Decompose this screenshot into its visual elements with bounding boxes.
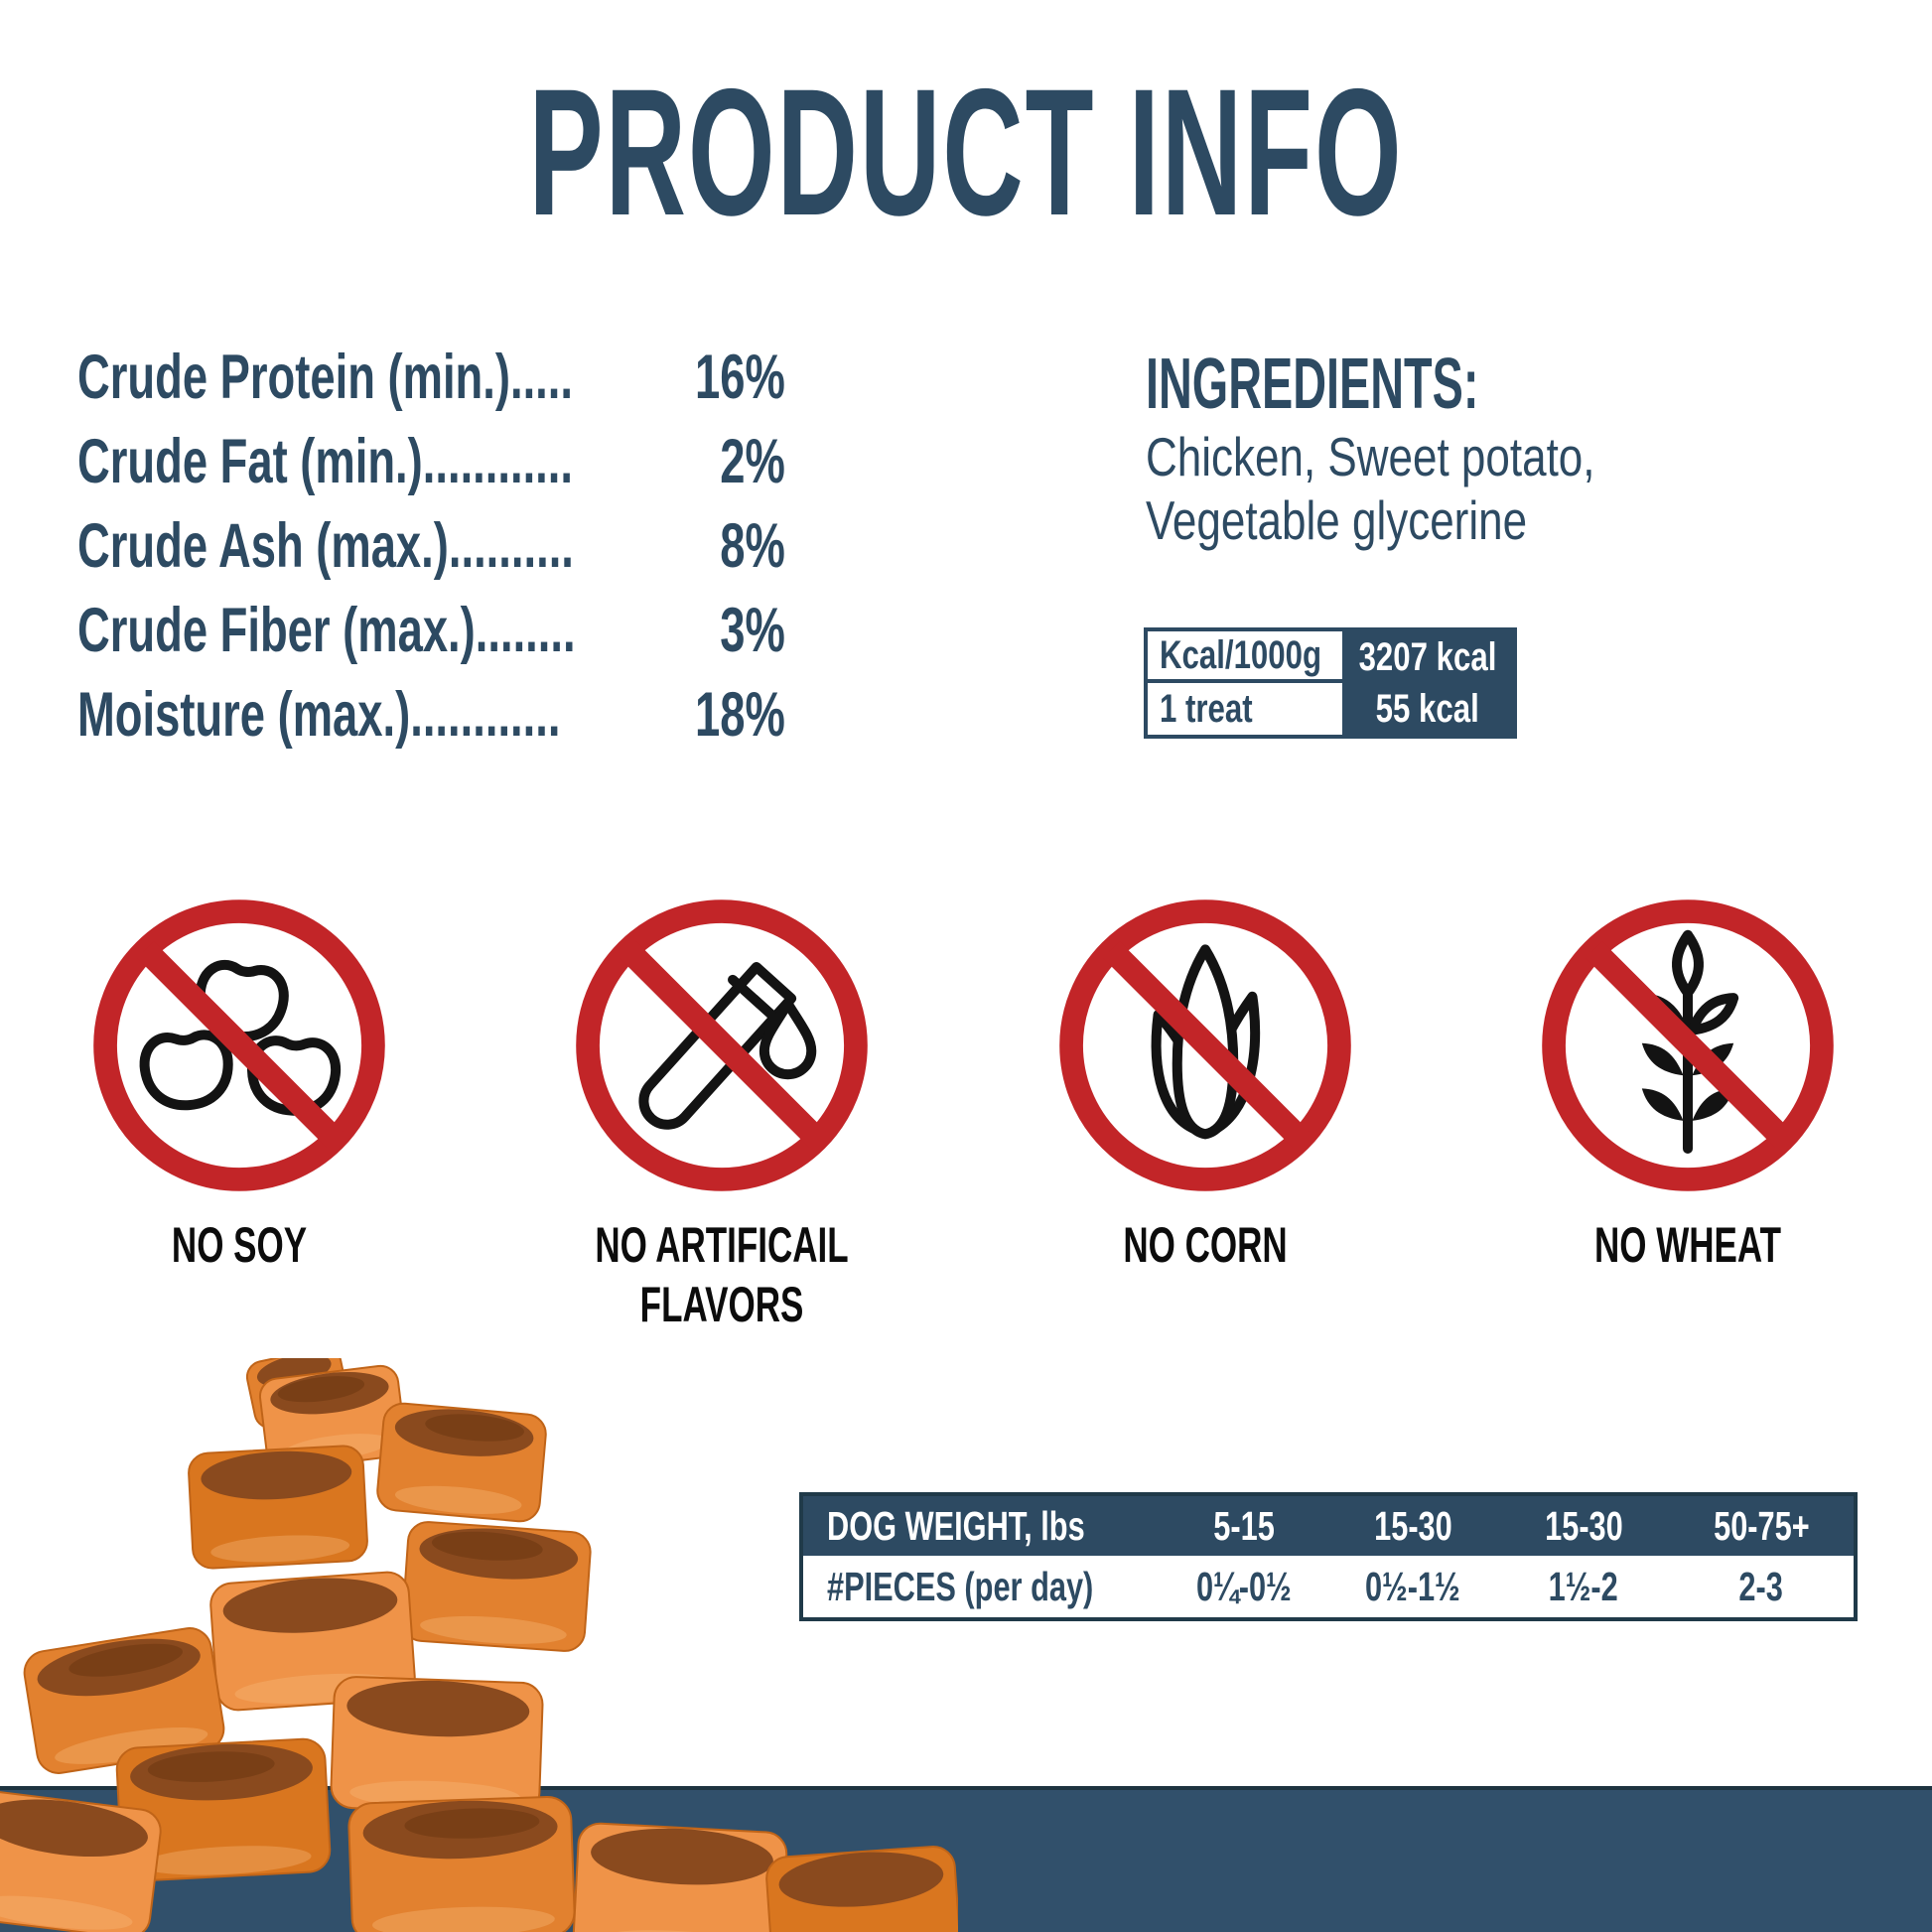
- pieces-value-4: 2-3: [1738, 1563, 1784, 1609]
- dot-leader: ............: [410, 680, 561, 750]
- analysis-label: Crude Fiber (max.): [77, 596, 476, 665]
- prohibition-bar: [136, 940, 345, 1149]
- header-dog-weight: DOG WEIGHT, lbs: [827, 1502, 1085, 1549]
- analysis-row-moisture: Moisture (max.)............ 18%: [77, 673, 785, 758]
- analysis-row-protein: Crude Protein (min.)..... 16%: [77, 336, 785, 420]
- analysis-row-fiber: Crude Fiber (max.)........ 3%: [77, 589, 785, 673]
- analysis-value: 16%: [695, 343, 785, 412]
- header-weight-range-4: 50-75+: [1713, 1502, 1810, 1549]
- feeding-table-row-pieces: #PIECES (per day) 0¼-0½ 0½-1½ 1½-2 2-3: [803, 1556, 1854, 1617]
- analysis-row-fat: Crude Fat (min.)............ 2%: [77, 420, 785, 504]
- analysis-label: Moisture (max.): [77, 680, 411, 750]
- header-weight-range-2: 15-30: [1373, 1502, 1452, 1549]
- badge-label: NO CORN: [1123, 1217, 1288, 1273]
- test-tube-icon: [576, 899, 868, 1191]
- prohibition-ring: [576, 899, 868, 1191]
- badge-no-wheat: NO WHEAT: [1469, 892, 1906, 1275]
- analysis-value: 18%: [695, 680, 785, 750]
- prohibition-bar: [619, 940, 827, 1149]
- analysis-value: 3%: [720, 596, 785, 665]
- ingredients-line-2: Vegetable glycerine: [1146, 489, 1528, 551]
- analysis-row-ash: Crude Ash (max.).......... 8%: [77, 504, 785, 589]
- analysis-value: 2%: [720, 427, 785, 496]
- calorie-row-label: 1 treat: [1148, 683, 1342, 735]
- badge-label: NO WHEAT: [1594, 1217, 1781, 1273]
- page-title: PRODUCT INFO: [528, 51, 1404, 253]
- analysis-label: Crude Fat (min.): [77, 427, 423, 496]
- header-weight-range-3: 15-30: [1544, 1502, 1623, 1549]
- badge-label: NO ARTIFICAIL FLAVORS: [595, 1217, 849, 1332]
- treats-photo: [0, 1358, 958, 1932]
- dot-leader: ..........: [448, 511, 574, 581]
- soybeans-icon: [93, 899, 385, 1191]
- pieces-value-1: 0¼-0½: [1196, 1563, 1292, 1609]
- calorie-row-value: 3207 kcal: [1342, 631, 1513, 683]
- pieces-value-3: 1½-2: [1548, 1563, 1619, 1609]
- badge-label: NO SOY: [171, 1217, 308, 1273]
- prohibition-ring: [1542, 899, 1834, 1191]
- calorie-table: Kcal/1000g 3207 kcal 1 treat 55 kcal: [1144, 627, 1517, 739]
- header-weight-range-1: 5-15: [1213, 1502, 1275, 1549]
- dot-leader: .....: [509, 343, 573, 412]
- badge-no-artificial-flavors: NO ARTIFICAIL FLAVORS: [503, 892, 940, 1334]
- pieces-label: #PIECES (per day): [827, 1563, 1094, 1609]
- feeding-table-header: DOG WEIGHT, lbs 5-15 15-30 15-30 50-75+: [803, 1496, 1854, 1556]
- badge-no-soy: NO SOY: [21, 892, 458, 1275]
- prohibition-bar: [1585, 940, 1793, 1149]
- calorie-row-label: Kcal/1000g: [1148, 631, 1342, 683]
- dot-leader: ........: [475, 596, 576, 665]
- analysis-value: 8%: [720, 511, 785, 581]
- wheat-icon: [1542, 899, 1834, 1191]
- dot-leader: ............: [422, 427, 573, 496]
- analysis-label: Crude Ash (max.): [77, 511, 449, 581]
- ingredients-heading: INGREDIENTS:: [1146, 345, 1479, 424]
- analysis-label: Crude Protein (min.): [77, 343, 510, 412]
- ingredients-text: Chicken, Sweet potato, Vegetable glyceri…: [1146, 425, 1594, 552]
- prohibition-ring: [1059, 899, 1351, 1191]
- feeding-table: DOG WEIGHT, lbs 5-15 15-30 15-30 50-75+ …: [799, 1492, 1858, 1621]
- corn-icon: [1059, 899, 1351, 1191]
- badge-no-corn: NO CORN: [987, 892, 1424, 1275]
- calorie-row-value: 55 kcal: [1342, 683, 1513, 735]
- ingredients-line-1: Chicken, Sweet potato,: [1146, 426, 1595, 487]
- guaranteed-analysis-list: Crude Protein (min.)..... 16% Crude Fat …: [77, 336, 785, 758]
- pieces-value-2: 0½-1½: [1365, 1563, 1460, 1609]
- treat-stack: [0, 1358, 958, 1932]
- prohibition-ring: [93, 899, 385, 1191]
- prohibition-bar: [1102, 940, 1311, 1149]
